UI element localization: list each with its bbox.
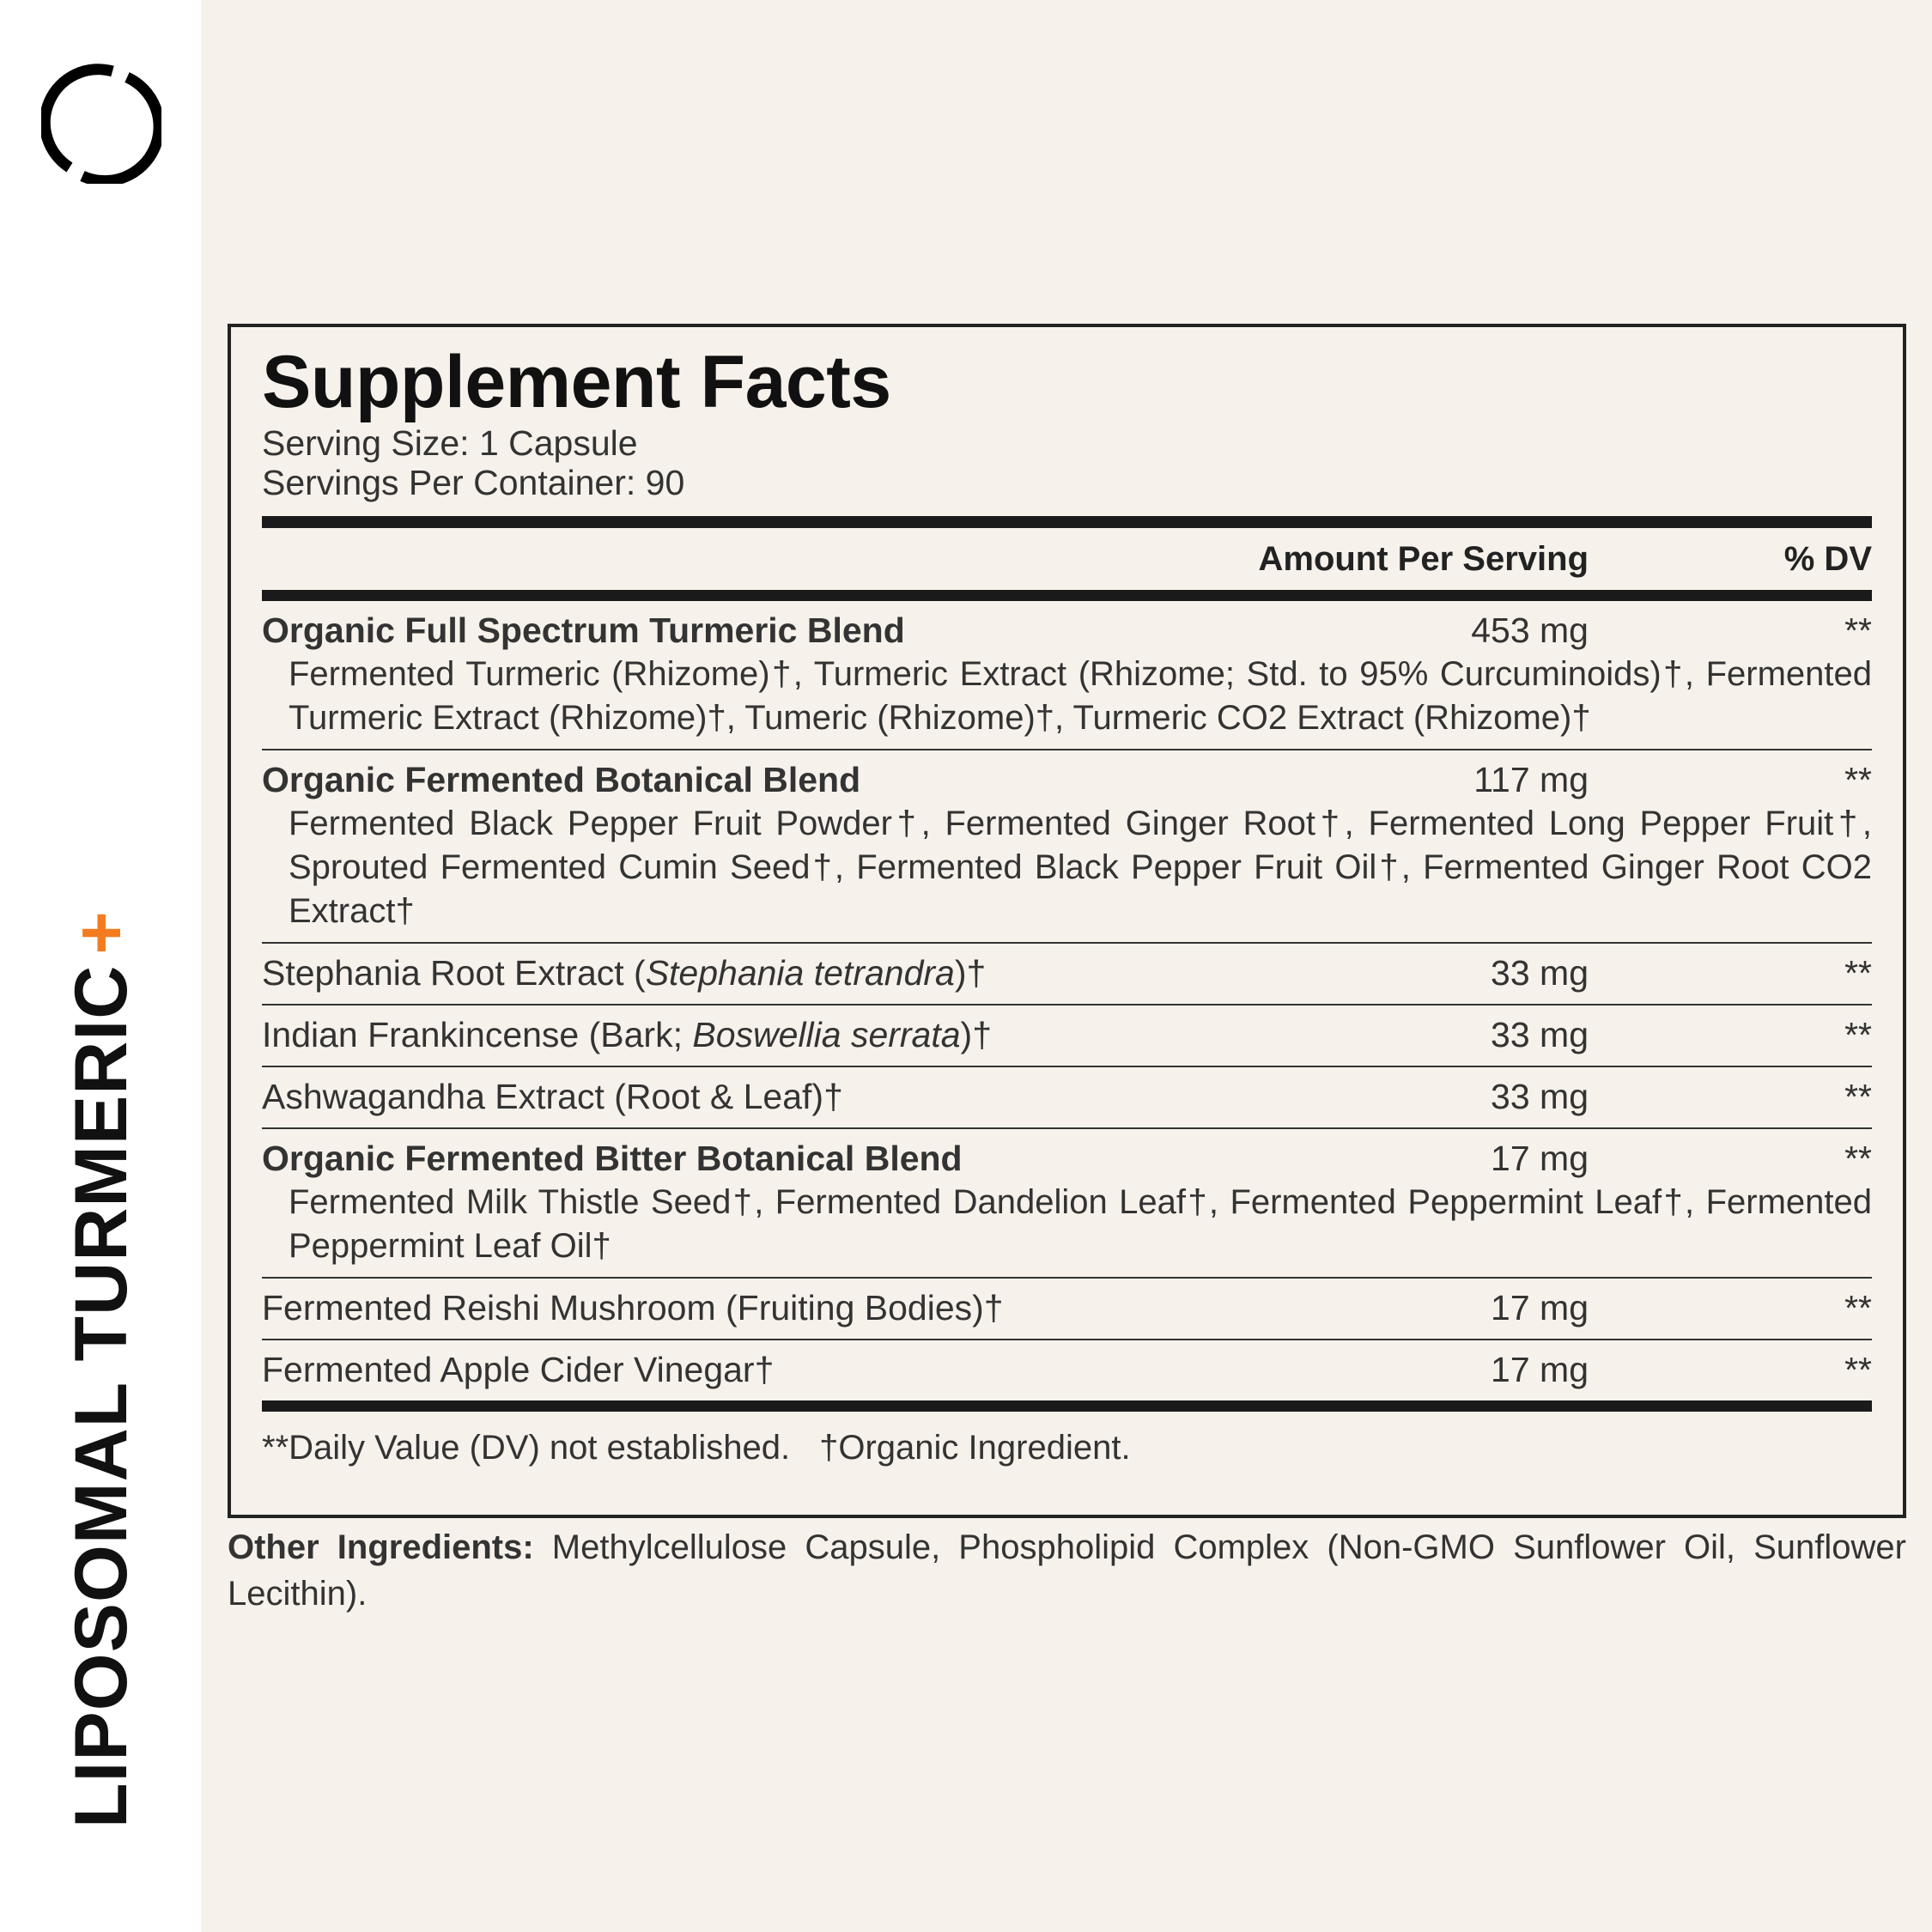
- divider: [262, 1004, 1872, 1005]
- thick-rule: [262, 1400, 1872, 1412]
- dv: **: [1844, 1288, 1872, 1327]
- blend-components: Fermented Turmeric (Rhizome)†, Turmeric …: [289, 655, 1872, 737]
- thick-rule: [262, 516, 1872, 528]
- divider: [262, 942, 1872, 944]
- ingredient-name: Organic Fermented Bitter Botanical Blend: [262, 1139, 963, 1178]
- table-row: Fermented Reishi Mushroom (Fruiting Bodi…: [262, 1279, 1872, 1339]
- name-text: Indian Frankincense (Bark;: [262, 1015, 693, 1054]
- amount: 17 mg: [1491, 1139, 1589, 1178]
- dv: **: [1844, 1139, 1872, 1178]
- amount-header: Amount Per Serving: [1258, 539, 1589, 578]
- amount: 453 mg: [1471, 611, 1589, 650]
- dv: **: [1844, 1077, 1872, 1116]
- dv: **: [1844, 760, 1872, 799]
- amount: 33 mg: [1491, 953, 1589, 993]
- ingredient-name: Ashwagandha Extract (Root & Leaf)†: [262, 1077, 843, 1116]
- amount: 17 mg: [1491, 1288, 1589, 1327]
- name-text: Stephania Root Extract (: [262, 953, 646, 993]
- table-row: Ashwagandha Extract (Root & Leaf)† 33 mg *…: [262, 1067, 1872, 1127]
- divider: [262, 749, 1872, 750]
- footnote-dv: **Daily Value (DV) not established.: [262, 1429, 791, 1467]
- supplement-facts-panel: Supplement Facts Serving Size: 1 Capsule…: [228, 324, 1906, 1518]
- serving-size: Serving Size: 1 Capsule: [262, 423, 638, 463]
- divider: [262, 1277, 1872, 1279]
- dv-header: % DV: [1783, 539, 1872, 578]
- latin-name: Boswellia serrata: [692, 1015, 961, 1054]
- table-row: Indian Frankincense (Bark; Boswellia ser…: [262, 1005, 1872, 1066]
- blend-components: Fermented Black Pepper Fruit Powder†, Fe…: [289, 805, 1872, 930]
- dv: **: [1844, 1350, 1872, 1389]
- ingredient-name: Fermented Apple Cider Vinegar†: [262, 1350, 775, 1389]
- latin-name: Stephania tetrandra: [645, 953, 955, 993]
- amount: 33 mg: [1491, 1077, 1589, 1116]
- other-ingredients-text: Methylcellulose Capsule, Phospholipid Co…: [228, 1528, 1906, 1613]
- footnotes: **Daily Value (DV) not established. †Orga…: [262, 1420, 1872, 1475]
- footnote-organic: †Organic Ingredient.: [819, 1429, 1131, 1467]
- dv: **: [1844, 953, 1872, 993]
- ingredient-name: Stephania Root Extract (Stephania tetran…: [262, 951, 1331, 995]
- amount: 117 mg: [1473, 760, 1589, 799]
- ingredient-name: Indian Frankincense (Bark; Boswellia ser…: [262, 1012, 1331, 1057]
- product-name-vertical: LIPOSOMAL TURMERIC +: [58, 910, 144, 1828]
- plus-icon: +: [60, 910, 143, 955]
- sidebar: LIPOSOMAL TURMERIC +: [0, 0, 201, 1932]
- dv: **: [1844, 611, 1872, 650]
- amount: 33 mg: [1491, 1015, 1589, 1054]
- ingredient-name: Fermented Reishi Mushroom (Fruiting Bodi…: [262, 1288, 1004, 1327]
- other-ingredients-label: Other Ingredients:: [228, 1528, 534, 1566]
- column-header: Amount Per Serving % DV: [262, 528, 1872, 590]
- product-name: LIPOSOMAL TURMERIC: [60, 964, 143, 1828]
- facts-title: Supplement Facts: [262, 341, 891, 423]
- amount: 17 mg: [1491, 1350, 1589, 1389]
- table-row: Organic Fermented Botanical Blend 117 mg *…: [262, 750, 1872, 942]
- divider: [262, 1066, 1872, 1067]
- name-suffix: )†: [954, 953, 987, 993]
- thick-rule: [262, 590, 1872, 601]
- table-row: Stephania Root Extract (Stephania tetran…: [262, 944, 1872, 1004]
- divider: [262, 1339, 1872, 1340]
- ingredient-name: Organic Full Spectrum Turmeric Blend: [262, 611, 905, 650]
- dv: **: [1844, 1015, 1872, 1054]
- table-row: Organic Full Spectrum Turmeric Blend 453 …: [262, 601, 1872, 749]
- divider: [262, 1127, 1872, 1129]
- name-suffix: )†: [960, 1015, 993, 1054]
- table-row: Fermented Apple Cider Vinegar† 17 mg **: [262, 1340, 1872, 1400]
- other-ingredients: Other Ingredients: Methylcellulose Capsu…: [228, 1524, 1906, 1617]
- table-row: Organic Fermented Bitter Botanical Blend…: [262, 1129, 1872, 1277]
- blend-components: Fermented Milk Thistle Seed†, Fermented …: [289, 1183, 1872, 1265]
- circle-logo-icon: [41, 64, 161, 184]
- servings-per-container: Servings Per Container: 90: [262, 463, 685, 502]
- ingredient-name: Organic Fermented Botanical Blend: [262, 760, 861, 799]
